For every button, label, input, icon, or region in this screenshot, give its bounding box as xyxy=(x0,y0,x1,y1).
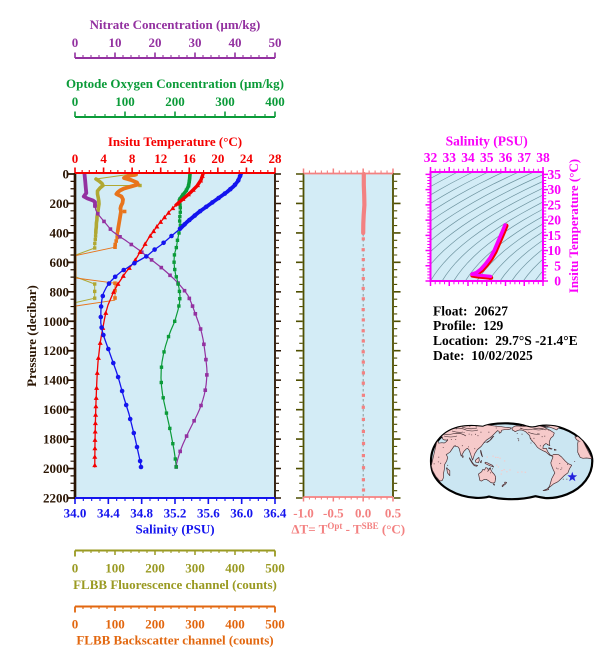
svg-text:36.0: 36.0 xyxy=(230,506,253,521)
svg-text:FLBB Fluorescence channel (cou: FLBB Fluorescence channel (counts) xyxy=(73,577,277,592)
svg-text:200: 200 xyxy=(145,561,165,576)
svg-text:2000: 2000 xyxy=(43,461,69,476)
svg-text:8: 8 xyxy=(129,151,136,166)
svg-text:400: 400 xyxy=(265,94,285,109)
svg-text:1200: 1200 xyxy=(43,343,69,358)
svg-text:400: 400 xyxy=(50,225,70,240)
svg-text:10: 10 xyxy=(109,35,122,50)
svg-text:600: 600 xyxy=(50,255,70,270)
svg-text:0: 0 xyxy=(72,35,79,50)
svg-text:100: 100 xyxy=(115,94,135,109)
svg-text:10: 10 xyxy=(548,243,562,258)
svg-text:35: 35 xyxy=(480,150,494,165)
svg-text:20: 20 xyxy=(548,213,562,228)
svg-text:1600: 1600 xyxy=(43,402,69,417)
svg-text:28: 28 xyxy=(269,151,283,166)
svg-text:Salinity (PSU): Salinity (PSU) xyxy=(135,522,214,537)
svg-text:35.6: 35.6 xyxy=(197,506,220,521)
svg-text:0: 0 xyxy=(63,167,70,182)
svg-text:Float: 20627: Float: 20627 xyxy=(433,303,508,318)
svg-text:36: 36 xyxy=(499,150,513,165)
svg-text:200: 200 xyxy=(165,94,185,109)
svg-text:-1.0: -1.0 xyxy=(293,506,314,521)
svg-text:2200: 2200 xyxy=(43,491,69,506)
svg-text:0: 0 xyxy=(72,151,79,166)
svg-text:32: 32 xyxy=(424,150,438,165)
svg-text:0: 0 xyxy=(72,561,79,576)
svg-text:12: 12 xyxy=(154,151,167,166)
svg-text:34.4: 34.4 xyxy=(97,506,120,521)
svg-text:Insitu Temperature (°C): Insitu Temperature (°C) xyxy=(566,159,581,293)
svg-text:16: 16 xyxy=(183,151,197,166)
svg-text:-0.5: -0.5 xyxy=(323,506,344,521)
svg-text:36.4: 36.4 xyxy=(264,506,287,521)
svg-text:34.8: 34.8 xyxy=(130,506,153,521)
svg-text:300: 300 xyxy=(185,561,205,576)
svg-text:38: 38 xyxy=(536,150,550,165)
svg-text:5: 5 xyxy=(554,258,561,273)
svg-text:20: 20 xyxy=(211,151,224,166)
svg-text:Location: 29.7°S -21.4°E: Location: 29.7°S -21.4°E xyxy=(433,333,578,348)
svg-text:Date: 10/02/2025: Date: 10/02/2025 xyxy=(433,348,533,363)
svg-text:300: 300 xyxy=(215,94,235,109)
svg-text:15: 15 xyxy=(548,228,562,243)
svg-text:Salinity (PSU): Salinity (PSU) xyxy=(446,134,528,149)
svg-text:Profile: 129: Profile: 129 xyxy=(433,318,503,333)
svg-text:800: 800 xyxy=(50,284,70,299)
svg-text:4: 4 xyxy=(100,151,107,166)
svg-text:0: 0 xyxy=(554,274,561,289)
svg-text:100: 100 xyxy=(105,561,125,576)
svg-text:0.0: 0.0 xyxy=(355,506,371,521)
svg-text:1000: 1000 xyxy=(43,314,69,329)
svg-text:30: 30 xyxy=(189,35,202,50)
svg-text:500: 500 xyxy=(265,617,285,632)
svg-text:FLBB Backscatter channel (coun: FLBB Backscatter channel (counts) xyxy=(76,633,273,648)
svg-text:200: 200 xyxy=(50,196,70,211)
svg-text:33: 33 xyxy=(443,150,457,165)
svg-text:30: 30 xyxy=(548,182,562,197)
svg-text:25: 25 xyxy=(548,197,562,212)
svg-text:40: 40 xyxy=(229,35,242,50)
svg-text:Insitu Temperature (°C): Insitu Temperature (°C) xyxy=(108,134,242,149)
svg-text:35: 35 xyxy=(548,167,562,182)
svg-text:300: 300 xyxy=(185,617,205,632)
svg-text:0.5: 0.5 xyxy=(385,506,402,521)
svg-text:35.2: 35.2 xyxy=(164,506,187,521)
svg-text:34: 34 xyxy=(461,150,475,165)
svg-text:0: 0 xyxy=(72,94,79,109)
svg-text:500: 500 xyxy=(265,561,285,576)
svg-text:1800: 1800 xyxy=(43,432,69,447)
svg-text:0: 0 xyxy=(72,617,79,632)
svg-text:200: 200 xyxy=(145,617,165,632)
svg-text:Nitrate Concentration (µm/kg): Nitrate Concentration (µm/kg) xyxy=(90,17,261,32)
svg-text:ΔT= TOpt - TSBE (°C): ΔT= TOpt - TSBE (°C) xyxy=(291,521,405,537)
svg-text:400: 400 xyxy=(225,617,245,632)
svg-text:24: 24 xyxy=(240,151,254,166)
svg-text:400: 400 xyxy=(225,561,245,576)
svg-text:100: 100 xyxy=(105,617,125,632)
svg-text:37: 37 xyxy=(518,150,532,165)
svg-text:1400: 1400 xyxy=(43,373,69,388)
svg-text:34.0: 34.0 xyxy=(64,506,87,521)
svg-text:50: 50 xyxy=(269,35,282,50)
svg-text:Pressure (decibar): Pressure (decibar) xyxy=(24,285,39,387)
svg-text:Optode Oxygen Concentration (µ: Optode Oxygen Concentration (µm/kg) xyxy=(66,76,284,91)
svg-text:20: 20 xyxy=(149,35,162,50)
